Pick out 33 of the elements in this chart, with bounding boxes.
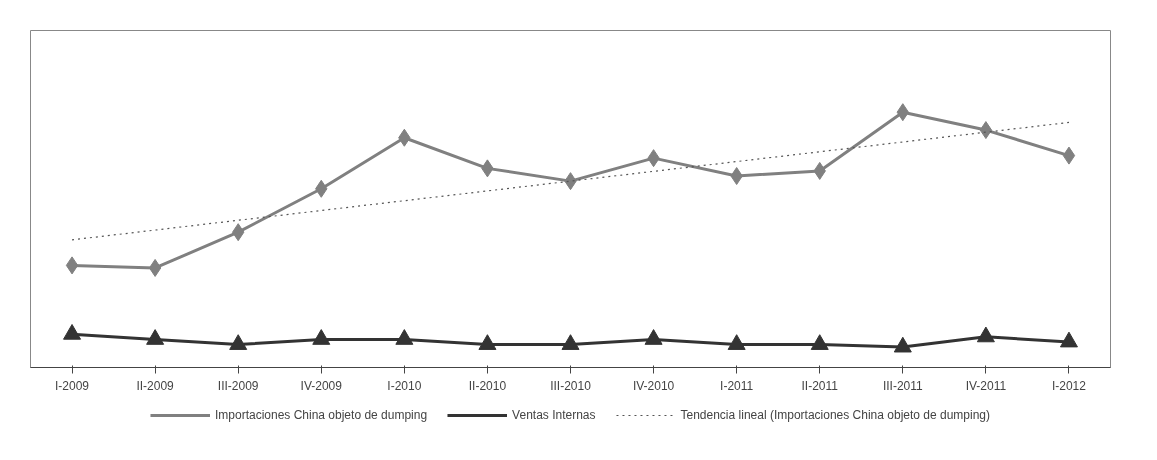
point [478, 334, 497, 350]
x-tick-label: IV-2009 [300, 378, 343, 393]
point [727, 334, 746, 350]
point [146, 329, 165, 345]
x-tick-label: II-2010 [468, 378, 507, 393]
point [976, 326, 995, 343]
point [1059, 331, 1078, 348]
point [395, 329, 414, 345]
point [229, 334, 248, 350]
x-tick-label: III-2009 [217, 378, 259, 393]
x-tick-label: III-2011 [882, 378, 924, 393]
point [810, 334, 829, 350]
x-tick-label: IV-2011 [965, 378, 1007, 393]
legend-label: Tendencia lineal (Importaciones China objeto de dumping) [680, 408, 991, 422]
point [644, 329, 663, 345]
legend-label: Importaciones China objeto de dumping [214, 408, 428, 422]
x-tick-label: IV-2010 [632, 378, 675, 393]
point [561, 334, 580, 350]
point [63, 324, 82, 340]
point [979, 121, 993, 140]
point [893, 336, 912, 353]
point [65, 256, 79, 275]
legend-label: Ventas Internas [512, 408, 596, 422]
point [1062, 146, 1076, 165]
x-tick-label: II-2009 [136, 378, 175, 393]
point [312, 329, 331, 345]
x-tick-label: I-2010 [387, 378, 422, 393]
point [148, 258, 162, 277]
x-tick-label: I-2012 [1051, 378, 1087, 393]
x-tick-label: II-2011 [801, 378, 839, 393]
x-tick-label: I-2009 [55, 378, 90, 393]
x-tick-label: I-2011 [720, 378, 754, 393]
x-tick-label: III-2010 [550, 378, 592, 393]
